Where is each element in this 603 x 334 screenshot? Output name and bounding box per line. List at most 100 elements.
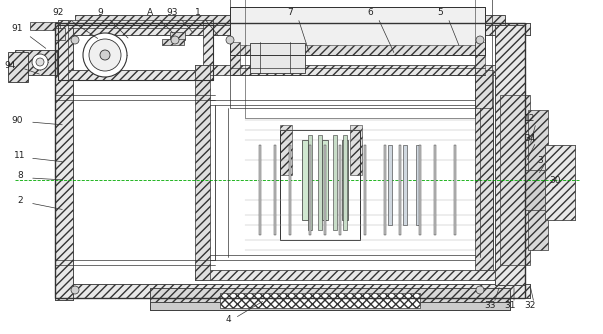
Bar: [308, 135, 312, 230]
Bar: [495, 25, 525, 285]
Bar: [58, 25, 213, 80]
Text: 12: 12: [525, 114, 535, 123]
Circle shape: [71, 286, 79, 294]
Text: 90: 90: [11, 116, 23, 125]
Bar: [545, 145, 575, 220]
Bar: [8, 52, 28, 82]
Bar: [525, 170, 555, 210]
Circle shape: [476, 286, 484, 294]
Bar: [55, 22, 73, 300]
Bar: [339, 145, 341, 235]
Bar: [150, 288, 510, 310]
Circle shape: [226, 36, 234, 44]
Text: 31: 31: [504, 301, 516, 310]
Text: 8: 8: [17, 170, 23, 179]
Bar: [250, 43, 305, 73]
Bar: [302, 140, 308, 220]
Bar: [309, 145, 311, 235]
Bar: [274, 145, 276, 235]
Bar: [245, 0, 475, 118]
Bar: [195, 65, 210, 280]
Text: 7: 7: [287, 7, 293, 16]
Bar: [220, 293, 420, 308]
Bar: [230, 7, 485, 55]
Bar: [58, 20, 213, 28]
Text: 91: 91: [11, 23, 23, 32]
Bar: [58, 20, 68, 80]
Bar: [364, 145, 366, 235]
Text: 34: 34: [525, 134, 535, 143]
Bar: [475, 70, 493, 270]
Circle shape: [100, 50, 110, 60]
Text: 3: 3: [537, 156, 543, 165]
Bar: [150, 302, 510, 310]
Bar: [419, 145, 421, 235]
Bar: [434, 145, 436, 235]
Bar: [75, 15, 505, 25]
Bar: [58, 70, 213, 80]
Circle shape: [32, 54, 48, 70]
Bar: [55, 22, 73, 300]
Circle shape: [89, 39, 121, 71]
Circle shape: [83, 33, 127, 77]
Bar: [545, 145, 575, 220]
Bar: [343, 135, 347, 230]
Bar: [195, 270, 495, 280]
Bar: [55, 284, 530, 298]
Bar: [500, 95, 530, 265]
Bar: [55, 28, 65, 40]
Bar: [230, 7, 485, 55]
Bar: [259, 145, 261, 235]
Bar: [162, 39, 184, 45]
Text: 32: 32: [525, 301, 535, 310]
Bar: [289, 145, 291, 235]
Bar: [475, 42, 485, 75]
Bar: [388, 145, 392, 225]
Bar: [318, 135, 322, 230]
Bar: [454, 145, 456, 235]
Bar: [230, 42, 240, 75]
Bar: [280, 125, 292, 175]
Bar: [195, 65, 495, 75]
Bar: [528, 110, 548, 250]
Text: A: A: [147, 7, 153, 16]
Bar: [170, 32, 185, 40]
Circle shape: [476, 36, 484, 44]
Bar: [350, 125, 362, 175]
Text: 94: 94: [4, 60, 16, 69]
Bar: [15, 50, 57, 75]
Bar: [322, 140, 328, 220]
Bar: [195, 270, 495, 280]
Bar: [195, 65, 495, 75]
Bar: [384, 145, 386, 235]
Bar: [55, 23, 530, 35]
Text: 2: 2: [17, 195, 23, 204]
Bar: [55, 23, 525, 298]
Text: 93: 93: [166, 7, 178, 16]
Bar: [203, 20, 213, 80]
Bar: [342, 140, 348, 220]
Bar: [280, 130, 360, 240]
Text: 33: 33: [484, 301, 496, 310]
Bar: [230, 0, 492, 108]
Bar: [30, 22, 60, 30]
Text: 5: 5: [437, 7, 443, 16]
Text: 11: 11: [14, 151, 26, 160]
Text: 30: 30: [549, 175, 561, 184]
Circle shape: [71, 36, 79, 44]
Text: 4: 4: [225, 316, 231, 325]
Circle shape: [171, 36, 179, 44]
Text: 1: 1: [195, 7, 201, 16]
Bar: [58, 70, 213, 80]
Bar: [416, 145, 420, 225]
Text: 92: 92: [52, 7, 64, 16]
Circle shape: [36, 58, 44, 66]
Bar: [495, 25, 525, 285]
Bar: [399, 145, 401, 235]
Bar: [230, 45, 485, 55]
Bar: [55, 23, 530, 35]
Text: 9: 9: [97, 7, 103, 16]
Bar: [12, 55, 22, 70]
Bar: [403, 145, 407, 225]
Text: 6: 6: [367, 7, 373, 16]
